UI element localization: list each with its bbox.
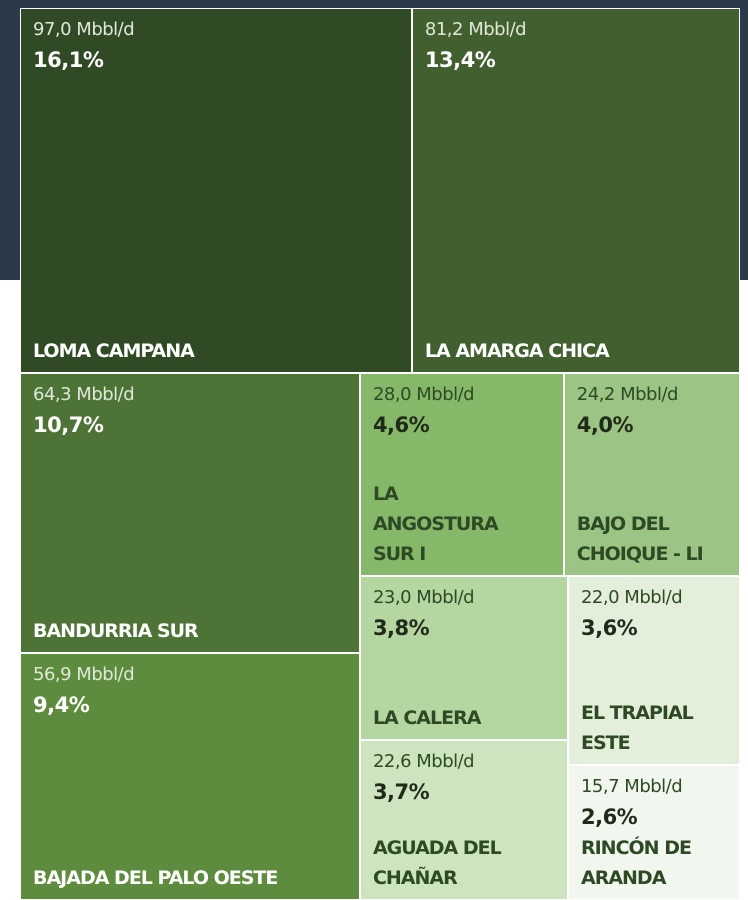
percent-label: 4,0% (576, 413, 634, 438)
value-label: 24,2 Mbbl/d (576, 384, 679, 406)
percent-label: 10,7% (33, 413, 104, 438)
percent-label: 3,7% (372, 779, 430, 804)
treemap-tile: 28,0 Mbbl/d 4,6% LA ANGOSTURA SUR I (359, 373, 564, 577)
tile-name: LOMA CAMPANA (33, 340, 195, 363)
value-label: 81,2 Mbbl/d (424, 19, 527, 40)
percent-label: 3,6% (580, 616, 638, 641)
percent-label: 9,4% (33, 692, 90, 717)
treemap-tile: 56,9 Mbbl/d 9,4% BAJADA DEL PALO OESTE (20, 652, 360, 900)
value-label: 22,0 Mbbl/d (580, 587, 683, 609)
value-label: 56,9 Mbbl/d (33, 663, 135, 685)
treemap: 97,0 Mbbl/d 16,1% LOMA CAMPANA 81,2 Mbbl/d 1… (20, 8, 740, 900)
treemap-tile: 97,0 Mbbl/d 16,1% LOMA CAMPANA (20, 8, 412, 374)
percent-label: 2,6% (580, 805, 638, 830)
treemap-tile: 81,2 Mbbl/d 13,4% LA AMARGA CHICA (411, 8, 740, 374)
treemap-tile: 23,0 Mbbl/d 3,8% LA CALERA (359, 576, 568, 740)
treemap-tile: 15,7 Mbbl/d 2,6% RINCÓN DE ARANDA (567, 765, 740, 900)
value-label: 28,0 Mbbl/d (372, 384, 475, 406)
percent-label: 16,1% (33, 48, 104, 72)
value-label: 64,3 Mbbl/d (33, 384, 135, 406)
tile-name: RINCÓN DE ARANDA (580, 836, 692, 889)
treemap-tile: 22,6 Mbbl/d 3,7% AGUADA DEL CHAÑAR (359, 739, 568, 900)
value-label: 97,0 Mbbl/d (33, 19, 135, 40)
percent-label: 3,8% (372, 616, 430, 641)
percent-label: 13,4% (424, 48, 496, 72)
treemap-tile: 22,0 Mbbl/d 3,6% EL TRAPIAL ESTE (567, 576, 740, 766)
tile-name: BANDURRIA SUR (33, 619, 199, 642)
value-label: 15,7 Mbbl/d (580, 776, 683, 798)
tile-name: BAJO DEL CHOIQUE - LI (576, 513, 704, 566)
percent-label: 4,6% (372, 413, 430, 438)
value-label: 22,6 Mbbl/d (372, 750, 475, 772)
tile-name: LA AMARGA CHICA (424, 340, 610, 363)
tile-name: LA ANGOSTURA SUR I (372, 483, 499, 566)
tile-name: BAJADA DEL PALO OESTE (33, 866, 278, 889)
tile-name: EL TRAPIAL ESTE (580, 702, 694, 755)
treemap-tile: 24,2 Mbbl/d 4,0% BAJO DEL CHOIQUE - LI (563, 373, 740, 577)
treemap-tile: 64,3 Mbbl/d 10,7% BANDURRIA SUR (20, 373, 360, 653)
value-label: 23,0 Mbbl/d (372, 587, 475, 609)
tile-name: LA CALERA (372, 706, 482, 729)
tile-name: AGUADA DEL CHAÑAR (372, 836, 502, 889)
